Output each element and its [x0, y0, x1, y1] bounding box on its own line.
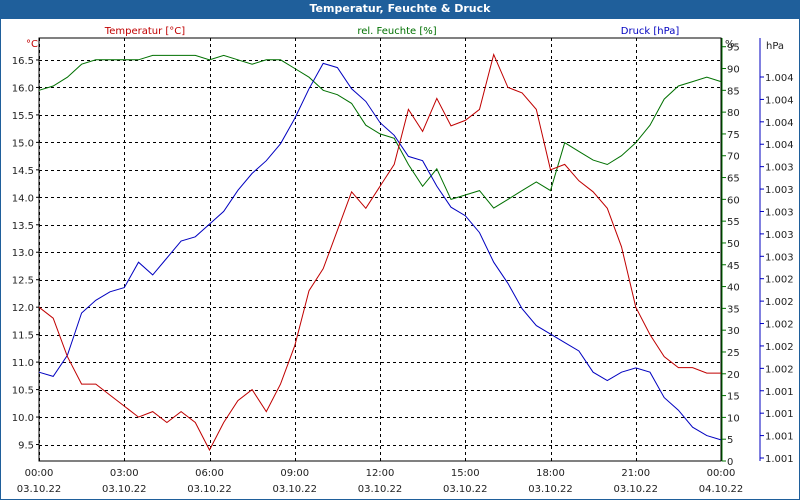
x-tick-time-label: 21:00 [621, 468, 650, 479]
x-tick-date-label: 03.10.22 [358, 484, 403, 495]
humidity-line [38, 54, 722, 209]
humidity-tick-label: 15 [727, 392, 740, 403]
humidity-tick-label: 35 [727, 304, 740, 315]
x-tick-date-label: 03.10.22 [443, 484, 488, 495]
humidity-tick-label: 60 [727, 195, 740, 206]
temperature-tick-label: 9.5 [18, 441, 34, 452]
temperature-line [38, 52, 721, 452]
pressure-tick-label: 1.002 [765, 364, 794, 375]
humidity-tick-label: 55 [727, 217, 740, 228]
temperature-tick-label: 14.0 [12, 193, 34, 204]
pressure-tick-label: 1.003 [765, 207, 794, 218]
chart-title: Temperatur, Feuchte & Druck [0, 0, 800, 18]
pressure-tick-label: 1.001 [765, 432, 794, 443]
humidity-tick-label: 20 [727, 370, 740, 381]
humidity-tick-label: 25 [727, 348, 740, 359]
window-frame [0, 18, 800, 500]
x-tick-time-label: 06:00 [195, 468, 224, 479]
humidity-tick-label: 65 [727, 174, 740, 185]
x-tick-time-label: 03:00 [110, 468, 139, 479]
pressure-tick-label: 1.001 [765, 409, 794, 420]
pressure-tick-label: 1.002 [765, 297, 794, 308]
humidity-tick-label: 10 [727, 413, 740, 424]
humidity-tick-label: 30 [727, 326, 740, 337]
x-tick-time-label: 12:00 [366, 468, 395, 479]
temperature-series-label: Temperatur [°C] [104, 26, 185, 37]
x-tick-date-label: 03.10.22 [102, 484, 147, 495]
pressure-tick-label: 1.002 [765, 275, 794, 286]
humidity-tick-label: 95 [727, 43, 740, 54]
temperature-tick-label: 11.5 [12, 331, 34, 342]
x-tick-time-label: 00:00 [707, 468, 736, 479]
humidity-series-label: rel. Feuchte [%] [357, 26, 436, 37]
x-tick-time-label: 15:00 [451, 468, 480, 479]
x-tick-date-label: 03.10.22 [187, 484, 232, 495]
humidity-tick-label: 40 [727, 283, 740, 294]
x-tick-date-label: 03.10.22 [528, 484, 573, 495]
temperature-tick-label: 15.5 [12, 111, 34, 122]
humidity-tick-label: 5 [727, 435, 733, 446]
humidity-tick-label: 0 [727, 457, 733, 468]
temperature-tick-label: 10.0 [12, 413, 34, 424]
humidity-tick-label: 85 [727, 86, 740, 97]
humidity-tick-label: 75 [727, 130, 740, 141]
pressure-tick-label: 1.003 [765, 252, 794, 263]
temperature-tick-label: 11.0 [12, 358, 34, 369]
humidity-tick-label: 70 [727, 152, 740, 163]
pressure-unit-label: hPa [766, 41, 784, 52]
temperature-tick-label: 16.0 [12, 83, 34, 94]
temperature-tick-label: 10.5 [12, 386, 34, 397]
x-tick-date-label: 03.10.22 [613, 484, 658, 495]
humidity-tick-label: 80 [727, 108, 740, 119]
pressure-line [38, 62, 722, 441]
pressure-tick-label: 1.002 [765, 342, 794, 353]
pressure-tick-label: 1.004 [765, 140, 794, 151]
temperature-tick-label: 15.0 [12, 138, 34, 149]
temperature-unit-label: °C [26, 39, 38, 50]
pressure-series-label: Druck [hPa] [621, 26, 680, 37]
temperature-tick-label: 12.5 [12, 276, 34, 287]
temperature-tick-label: 13.0 [12, 248, 34, 259]
temperature-tick-label: 14.5 [12, 166, 34, 177]
humidity-tick-label: 45 [727, 261, 740, 272]
temperature-tick-label: 12.0 [12, 303, 34, 314]
humidity-tick-label: 90 [727, 65, 740, 76]
pressure-tick-label: 1.001 [765, 387, 794, 398]
x-tick-time-label: 09:00 [280, 468, 309, 479]
humidity-tick-label: 50 [727, 239, 740, 250]
x-tick-date-label: 03.10.22 [17, 484, 62, 495]
x-tick-date-label: 03.10.22 [272, 484, 317, 495]
x-tick-time-label: 18:00 [536, 468, 565, 479]
pressure-tick-label: 1.001 [765, 454, 794, 465]
temperature-tick-label: 13.5 [12, 221, 34, 232]
pressure-tick-label: 1.004 [765, 73, 794, 84]
pressure-tick-label: 1.004 [765, 95, 794, 106]
pressure-tick-label: 1.002 [765, 320, 794, 331]
temperature-tick-label: 16.5 [12, 56, 34, 67]
x-tick-date-label: 04.10.22 [699, 484, 744, 495]
pressure-tick-label: 1.003 [765, 185, 794, 196]
pressure-tick-label: 1.003 [765, 163, 794, 174]
pressure-tick-label: 1.004 [765, 118, 794, 129]
pressure-tick-label: 1.003 [765, 230, 794, 241]
humidity-unit-label: % [725, 39, 735, 50]
x-tick-time-label: 00:00 [25, 468, 54, 479]
